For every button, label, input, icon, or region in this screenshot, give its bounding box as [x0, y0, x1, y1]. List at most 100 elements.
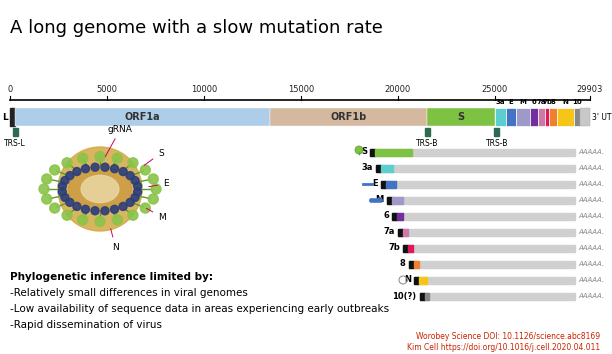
Bar: [270, 108, 427, 126]
Text: 7b: 7b: [542, 99, 552, 105]
Text: 10: 10: [572, 99, 582, 105]
Bar: [580, 108, 590, 126]
Bar: [427, 108, 495, 126]
Circle shape: [126, 198, 134, 206]
Bar: [549, 108, 557, 126]
Circle shape: [113, 153, 122, 163]
Circle shape: [66, 172, 74, 179]
Text: TRS-L: TRS-L: [4, 139, 26, 148]
Bar: [575, 108, 580, 126]
Bar: [392, 212, 397, 219]
Bar: [370, 148, 575, 155]
Bar: [403, 245, 408, 251]
Text: 10000: 10000: [191, 85, 217, 94]
Circle shape: [58, 147, 142, 231]
Circle shape: [131, 177, 139, 184]
Bar: [419, 292, 425, 299]
Text: TRS-B: TRS-B: [416, 139, 438, 148]
Circle shape: [133, 188, 141, 196]
Bar: [530, 108, 537, 126]
Text: AAAAA.: AAAAA.: [578, 165, 604, 171]
Text: AAAAA.: AAAAA.: [578, 181, 604, 187]
Text: ORF1a: ORF1a: [125, 112, 160, 122]
Circle shape: [128, 210, 138, 220]
Circle shape: [66, 198, 74, 206]
Text: -Low availability of sequence data in areas experiencing early outbreaks: -Low availability of sequence data in ar…: [10, 304, 389, 314]
Bar: [15, 108, 270, 126]
Bar: [517, 108, 530, 126]
Text: Kim Cell https://doi.org/10.1016/j.cell.2020.04.011: Kim Cell https://doi.org/10.1016/j.cell.…: [407, 343, 600, 352]
Text: -Relatively small differences in viral genomes: -Relatively small differences in viral g…: [10, 288, 248, 298]
Circle shape: [73, 167, 81, 176]
Text: 3a: 3a: [361, 164, 373, 172]
Bar: [381, 181, 386, 188]
Bar: [392, 212, 575, 219]
Circle shape: [119, 167, 127, 176]
Bar: [387, 196, 575, 204]
Text: 20000: 20000: [385, 85, 411, 94]
Text: S: S: [457, 112, 465, 122]
Text: 5000: 5000: [97, 85, 118, 94]
Text: M: M: [375, 195, 384, 205]
Circle shape: [91, 163, 99, 171]
Circle shape: [119, 202, 127, 210]
Circle shape: [61, 193, 69, 201]
Bar: [376, 165, 381, 171]
Bar: [387, 196, 392, 204]
Circle shape: [128, 158, 138, 168]
Text: S: S: [361, 148, 367, 156]
Circle shape: [133, 182, 142, 190]
Bar: [392, 196, 403, 204]
Text: 3' UTR: 3' UTR: [592, 113, 612, 121]
Circle shape: [42, 194, 52, 204]
Text: N: N: [111, 229, 119, 251]
Circle shape: [78, 215, 88, 225]
Text: 8: 8: [400, 259, 406, 268]
Bar: [419, 292, 575, 299]
Bar: [386, 181, 396, 188]
Text: M: M: [520, 99, 526, 105]
Text: N: N: [563, 99, 569, 105]
Text: N: N: [404, 275, 411, 285]
Circle shape: [42, 174, 52, 184]
Circle shape: [355, 146, 363, 154]
Text: Worobey Science DOI: 10.1126/science.abc8169: Worobey Science DOI: 10.1126/science.abc…: [416, 332, 600, 341]
Text: 29903: 29903: [577, 85, 603, 94]
Circle shape: [58, 188, 66, 196]
Text: E: E: [509, 99, 513, 105]
Bar: [414, 261, 419, 268]
Circle shape: [95, 216, 105, 227]
Bar: [506, 108, 517, 126]
Text: 0: 0: [7, 85, 13, 94]
Circle shape: [126, 172, 134, 179]
Circle shape: [81, 165, 89, 173]
Text: AAAAA.: AAAAA.: [578, 197, 604, 203]
Text: AAAAA.: AAAAA.: [578, 149, 604, 155]
Text: ORF1b: ORF1b: [330, 112, 367, 122]
Text: 6: 6: [383, 211, 389, 221]
Text: 6: 6: [531, 99, 536, 105]
Bar: [397, 212, 403, 219]
Circle shape: [62, 210, 72, 220]
Bar: [408, 261, 414, 268]
Ellipse shape: [81, 175, 119, 202]
Circle shape: [101, 163, 109, 171]
Bar: [398, 228, 403, 235]
Text: 8: 8: [551, 99, 556, 105]
Text: AAAAA.: AAAAA.: [578, 229, 604, 235]
Bar: [403, 228, 408, 235]
Bar: [537, 108, 545, 126]
Bar: [494, 128, 499, 136]
Text: AAAAA.: AAAAA.: [578, 261, 604, 267]
Bar: [414, 276, 575, 284]
Text: AAAAA.: AAAAA.: [578, 293, 604, 299]
Text: L: L: [2, 113, 8, 121]
Circle shape: [148, 194, 159, 204]
Bar: [381, 181, 575, 188]
Circle shape: [140, 165, 151, 175]
Text: 7a: 7a: [383, 228, 395, 236]
Bar: [408, 261, 575, 268]
Text: gRNA: gRNA: [105, 125, 133, 156]
Text: 7b: 7b: [388, 244, 400, 252]
Bar: [495, 108, 506, 126]
